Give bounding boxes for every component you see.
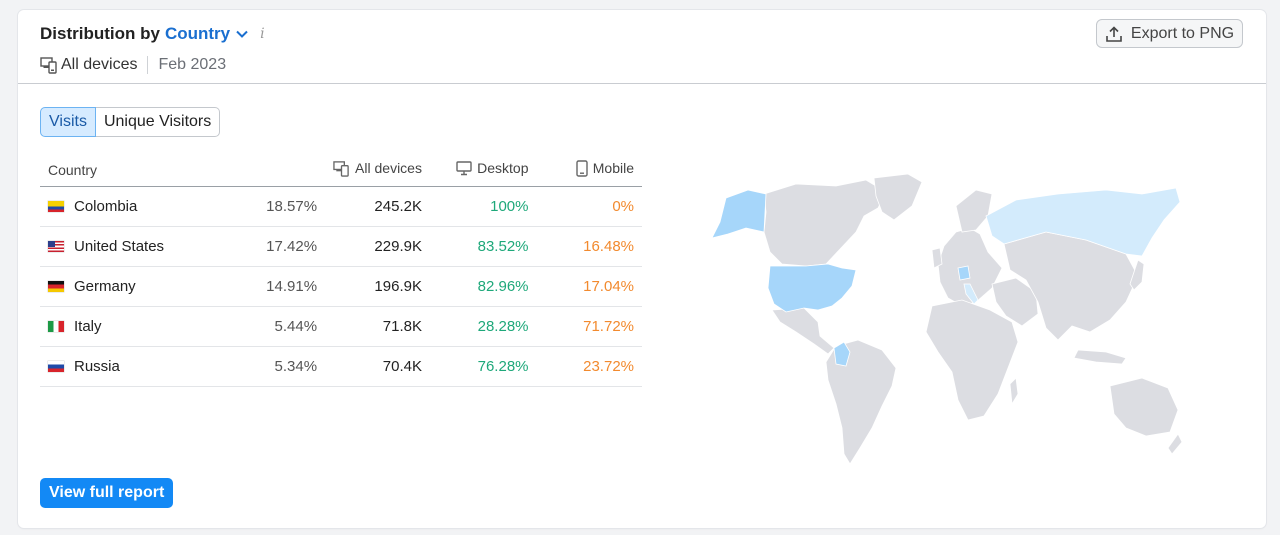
desktop-value: 83.52% <box>429 226 537 267</box>
mobile-value: 71.72% <box>536 306 642 347</box>
table-header-row: Country All devices <box>40 153 642 187</box>
view-full-report-button[interactable]: View full report <box>40 478 174 508</box>
mobile-value: 0% <box>536 186 642 227</box>
col-country: Country <box>40 153 241 187</box>
map-germany <box>957 265 971 281</box>
export-label: Export to PNG <box>1130 24 1235 42</box>
col-mobile: Mobile <box>536 153 642 187</box>
map-middle-east <box>991 277 1039 327</box>
map-colombia <box>833 341 851 367</box>
col-share <box>240 153 326 187</box>
card-header: Distribution by Country i All devices Fe… <box>18 10 1266 84</box>
map-scandinavia <box>955 189 993 233</box>
chevron-down-icon <box>236 30 248 38</box>
desktop-value: 76.28% <box>429 346 537 387</box>
flag-germany-icon <box>48 281 64 292</box>
map-mexico <box>771 307 835 355</box>
map-canada <box>763 179 887 267</box>
map-africa <box>925 299 1019 421</box>
widget-title: Distribution by Country i <box>40 24 265 44</box>
map-united-states <box>767 263 857 313</box>
map-russia <box>985 187 1181 257</box>
all-devices-value: 229.9K <box>325 226 430 267</box>
share-value: 5.44% <box>240 306 326 347</box>
share-value: 5.34% <box>240 346 326 387</box>
mobile-icon <box>576 159 588 177</box>
country-table: Country All devices <box>40 153 642 387</box>
map-indonesia <box>1073 349 1127 365</box>
country-name: Colombia <box>74 198 138 215</box>
table-row[interactable]: United States 17.42% 229.9K 83.52% 16.48… <box>40 226 642 267</box>
desktop-value: 100% <box>429 186 537 227</box>
all-devices-value: 245.2K <box>325 186 430 227</box>
subtitle: All devices Feb 2023 <box>40 56 226 74</box>
info-icon[interactable]: i <box>260 26 265 42</box>
map-uk <box>931 247 943 269</box>
mobile-value: 23.72% <box>536 346 642 387</box>
title-prefix: Distribution by <box>40 24 160 43</box>
metric-toggle: Visits Unique Visitors <box>40 107 221 137</box>
all-devices-value: 196.9K <box>325 266 430 307</box>
share-value: 17.42% <box>240 226 326 267</box>
country-name: Russia <box>74 358 120 375</box>
distribution-card: Distribution by Country i All devices Fe… <box>18 10 1266 528</box>
map-australia <box>1109 377 1179 437</box>
col-desktop: Desktop <box>429 153 537 187</box>
flag-italy-icon <box>48 321 64 332</box>
country-selector-label: Country <box>164 24 231 43</box>
country-selector[interactable]: Country <box>165 24 248 44</box>
flag-united-states-icon <box>48 241 64 252</box>
date-label: Feb 2023 <box>158 56 227 73</box>
device-label: All devices <box>61 56 138 73</box>
world-map <box>711 173 1183 465</box>
map-alaska <box>711 189 767 239</box>
map-italy <box>963 283 979 305</box>
country-name: United States <box>74 238 165 255</box>
toggle-unique-visitors[interactable]: Unique Visitors <box>95 107 221 137</box>
export-icon <box>1106 25 1122 42</box>
map-south-america <box>825 339 897 465</box>
table-row[interactable]: Italy 5.44% 71.8K 28.28% 71.72% <box>40 306 642 347</box>
col-all-devices: All devices <box>325 153 430 187</box>
country-name: Germany <box>74 278 136 295</box>
all-devices-value: 71.8K <box>325 306 430 347</box>
desktop-icon <box>456 161 472 175</box>
subtitle-divider <box>147 56 149 74</box>
map-madagascar <box>1009 377 1019 406</box>
toggle-visits[interactable]: Visits <box>40 107 96 137</box>
devices-icon <box>333 160 349 177</box>
map-new-zealand <box>1167 433 1183 455</box>
flag-russia-icon <box>48 361 64 372</box>
all-devices-value: 70.4K <box>325 346 430 387</box>
share-value: 18.57% <box>240 186 326 227</box>
table-row[interactable]: Colombia 18.57% 245.2K 100% 0% <box>40 186 642 227</box>
mobile-value: 16.48% <box>536 226 642 267</box>
map-greenland <box>873 173 923 221</box>
table-row[interactable]: Russia 5.34% 70.4K 76.28% 23.72% <box>40 346 642 387</box>
share-value: 14.91% <box>240 266 326 307</box>
country-name: Italy <box>74 318 102 335</box>
table-row[interactable]: Germany 14.91% 196.9K 82.96% 17.04% <box>40 266 642 307</box>
mobile-value: 17.04% <box>536 266 642 307</box>
map-japan <box>1129 259 1145 291</box>
export-png-button[interactable]: Export to PNG <box>1096 19 1243 48</box>
desktop-value: 82.96% <box>429 266 537 307</box>
devices-icon <box>40 57 57 74</box>
flag-colombia-icon <box>48 201 64 212</box>
desktop-value: 28.28% <box>429 306 537 347</box>
